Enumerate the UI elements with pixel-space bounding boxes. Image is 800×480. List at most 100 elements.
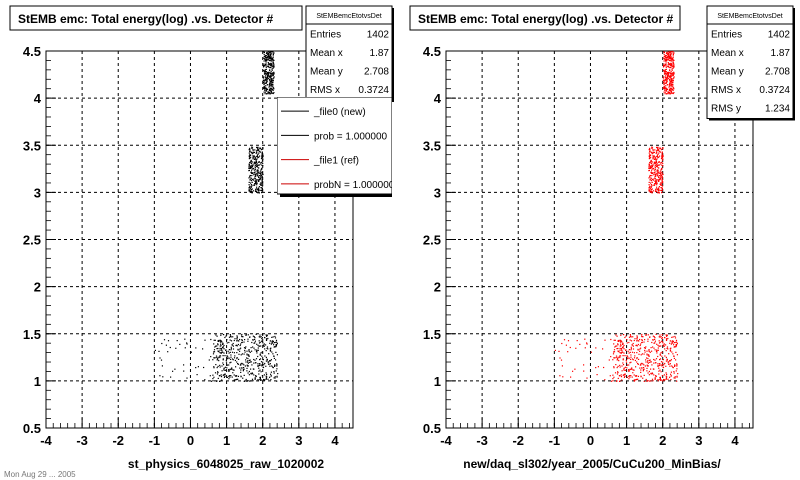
data-point [258, 340, 260, 342]
data-point [228, 369, 230, 371]
data-point [255, 175, 257, 177]
data-point [675, 359, 677, 361]
data-point [253, 347, 255, 349]
data-point [249, 351, 251, 353]
data-point [617, 350, 619, 352]
data-point [628, 369, 630, 371]
data-point [269, 63, 271, 65]
data-point [260, 147, 262, 150]
data-point [652, 190, 655, 192]
data-point [671, 68, 673, 70]
stats-value: 1.234 [765, 104, 790, 115]
right-title: StEMB emc: Total energy(log) .vs. Detect… [418, 12, 673, 26]
data-point [675, 339, 678, 341]
data-point [252, 157, 254, 159]
data-point [269, 75, 271, 77]
data-point [673, 72, 675, 74]
stats-label: Mean x [310, 48, 343, 59]
data-point [673, 52, 675, 54]
data-point [267, 75, 269, 78]
data-point [666, 93, 668, 95]
data-point [270, 66, 272, 68]
data-point [669, 90, 672, 92]
data-point [252, 339, 254, 341]
data-point [666, 52, 668, 54]
data-point [654, 178, 657, 180]
data-point [269, 72, 271, 74]
data-point [254, 338, 256, 340]
data-point [619, 380, 621, 382]
data-point [223, 352, 225, 354]
x-tick-label: 1 [623, 433, 630, 448]
data-point [657, 191, 659, 193]
data-point [631, 358, 633, 360]
data-point [272, 54, 274, 56]
data-point [624, 373, 626, 375]
data-point [251, 378, 254, 380]
left-tick-labels: -4 -3 -2 -1 0 1 2 3 40.511.522.533.544.5 [23, 44, 339, 448]
data-point [265, 85, 267, 87]
data-point [657, 355, 659, 358]
data-point [218, 360, 220, 362]
legend-entry: _file1 (ref) [313, 156, 359, 167]
data-point [232, 342, 234, 345]
data-point [623, 367, 625, 369]
data-point [637, 363, 639, 365]
data-point [265, 54, 267, 57]
data-point [242, 363, 244, 365]
data-point [274, 337, 277, 339]
data-point [669, 67, 671, 69]
data-point [264, 89, 266, 91]
data-point [235, 375, 237, 377]
y-tick-label: 4 [34, 91, 42, 106]
data-point [250, 156, 252, 158]
data-point [669, 70, 671, 72]
data-point [221, 365, 223, 367]
data-point [220, 352, 222, 354]
data-point [642, 370, 644, 372]
data-point [661, 172, 663, 174]
data-point [252, 149, 254, 151]
data-point [669, 342, 671, 344]
data-point [261, 338, 263, 340]
data-point [258, 191, 260, 193]
data-point [624, 366, 627, 368]
data-point [654, 180, 656, 182]
data-point [274, 365, 276, 367]
data-point [263, 81, 266, 83]
data-point [657, 379, 659, 381]
data-point [657, 149, 659, 151]
data-point [257, 150, 260, 152]
data-point [264, 59, 266, 61]
data-point [662, 162, 664, 164]
data-point [259, 359, 261, 361]
data-point [261, 167, 263, 169]
data-point [669, 51, 671, 53]
data-point [269, 376, 271, 378]
data-point [613, 351, 616, 353]
data-point [269, 76, 271, 78]
data-point [255, 190, 257, 192]
data-point [655, 188, 657, 190]
data-point [664, 59, 666, 61]
data-point [266, 358, 268, 360]
data-point [654, 162, 656, 164]
data-point [219, 349, 221, 351]
data-point [256, 172, 258, 174]
data-point [622, 342, 624, 344]
data-point [656, 154, 658, 156]
data-point [249, 179, 251, 181]
data-point [662, 87, 664, 89]
data-point [267, 337, 269, 340]
data-point [252, 152, 255, 154]
data-point [271, 69, 273, 71]
data-point [253, 342, 255, 344]
data-point [225, 361, 228, 363]
data-point [668, 53, 670, 55]
data-point [259, 378, 261, 380]
data-point [655, 173, 657, 175]
data-point [261, 365, 263, 367]
data-point [650, 166, 652, 168]
data-point [269, 51, 271, 53]
data-point [586, 342, 588, 344]
